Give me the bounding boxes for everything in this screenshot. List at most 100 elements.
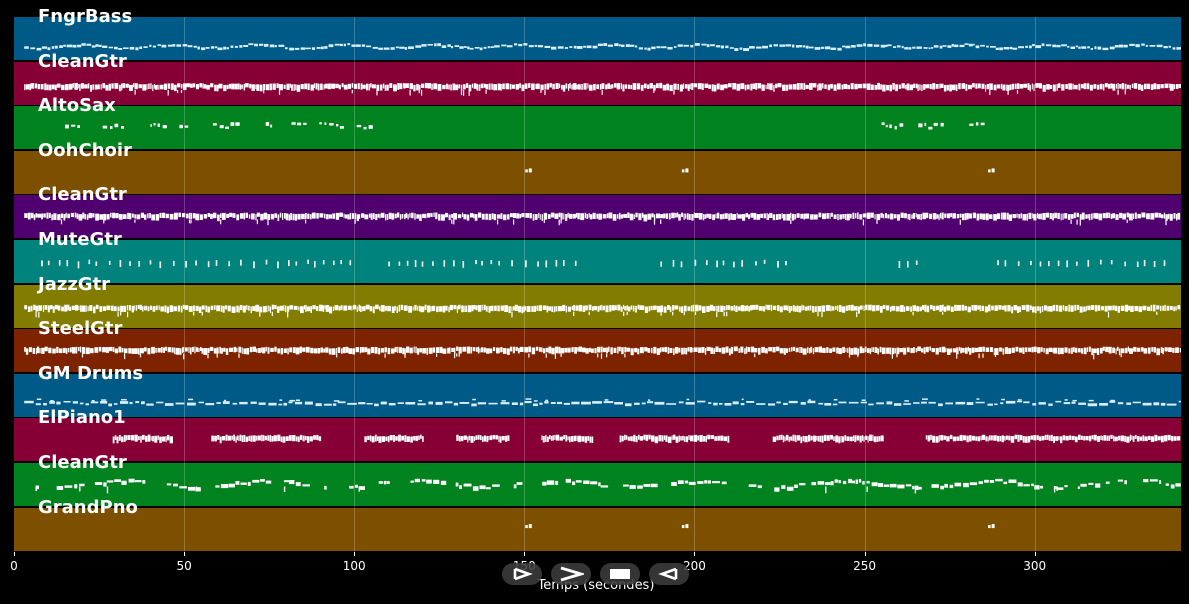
note	[52, 348, 56, 354]
note	[30, 305, 33, 311]
note	[1108, 435, 1111, 442]
note	[44, 346, 48, 352]
note	[665, 435, 668, 443]
note	[1039, 82, 1042, 89]
note	[363, 127, 367, 130]
note	[714, 84, 717, 92]
note	[285, 305, 287, 312]
track-lane[interactable]: SteelGtr	[14, 319, 1181, 373]
note	[881, 347, 886, 355]
note	[982, 346, 985, 352]
note	[946, 213, 950, 219]
note	[41, 260, 43, 267]
note	[1015, 346, 1019, 352]
note	[328, 214, 332, 219]
note	[793, 83, 797, 90]
note	[478, 83, 481, 91]
note	[345, 346, 349, 353]
note	[573, 45, 577, 49]
note	[283, 84, 286, 89]
note	[924, 304, 927, 312]
note	[282, 213, 284, 221]
note	[1098, 213, 1103, 221]
note	[405, 401, 416, 405]
track-lane[interactable]: OohChoir	[14, 140, 1181, 194]
note	[297, 436, 300, 443]
rewind-button[interactable]	[649, 563, 689, 585]
note	[642, 305, 645, 310]
note	[480, 83, 484, 88]
note	[623, 214, 627, 219]
note	[1094, 46, 1097, 50]
track-lane[interactable]: CleanGtr	[14, 453, 1181, 506]
note	[258, 348, 261, 354]
note	[161, 213, 166, 219]
note	[1109, 400, 1116, 403]
note	[67, 214, 70, 219]
note	[621, 44, 625, 47]
note	[481, 304, 483, 310]
note	[708, 401, 712, 404]
track-lane[interactable]: AltoSax	[14, 96, 1181, 150]
note	[471, 403, 477, 407]
track-lane[interactable]: CleanGtr	[14, 185, 1181, 239]
track-lane[interactable]: GM Drums	[14, 363, 1181, 417]
note	[562, 84, 566, 92]
note	[703, 436, 706, 442]
note	[989, 435, 991, 441]
note	[446, 83, 449, 89]
note	[772, 347, 776, 353]
note	[78, 305, 80, 310]
note	[1013, 304, 1017, 310]
note	[593, 83, 596, 90]
note	[360, 305, 362, 312]
track-lane[interactable]: FngrBass	[14, 7, 1181, 60]
note	[733, 346, 738, 352]
note	[426, 479, 432, 484]
play-button[interactable]	[502, 563, 542, 585]
note	[38, 304, 43, 311]
note	[310, 214, 312, 220]
note	[614, 43, 619, 47]
track-lane[interactable]: ElPiano1	[14, 408, 1181, 462]
note	[928, 47, 931, 50]
note	[261, 435, 263, 442]
note	[588, 84, 593, 91]
stop-button[interactable]	[600, 563, 640, 585]
note	[887, 214, 890, 219]
note	[1172, 47, 1176, 50]
note	[231, 306, 236, 313]
track-name-label: CleanGtr	[38, 50, 127, 72]
note	[248, 43, 254, 46]
note	[1032, 306, 1035, 313]
track-lane[interactable]: GrandPno	[14, 497, 1181, 551]
note	[60, 219, 63, 225]
note	[969, 435, 972, 442]
note	[810, 436, 813, 441]
note	[249, 83, 252, 88]
note	[833, 214, 837, 220]
track-notes	[24, 346, 1181, 360]
forward-button[interactable]	[551, 563, 591, 585]
note	[971, 347, 975, 354]
note	[460, 89, 463, 95]
note	[395, 436, 398, 441]
note	[913, 401, 920, 404]
note	[370, 347, 375, 354]
note	[1010, 436, 1015, 444]
note	[390, 47, 395, 50]
note	[912, 46, 916, 49]
note	[865, 436, 868, 441]
track-lane[interactable]: JazzGtr	[14, 274, 1181, 328]
note	[638, 47, 643, 50]
note	[1017, 482, 1023, 487]
note	[555, 259, 558, 267]
note	[491, 213, 494, 220]
note	[317, 83, 320, 91]
track-lane[interactable]: CleanGtr	[14, 51, 1181, 105]
note	[451, 214, 454, 219]
note	[1093, 353, 1095, 360]
track-lane[interactable]: MuteGtr	[14, 230, 1181, 283]
note	[880, 305, 883, 313]
note	[651, 213, 654, 218]
